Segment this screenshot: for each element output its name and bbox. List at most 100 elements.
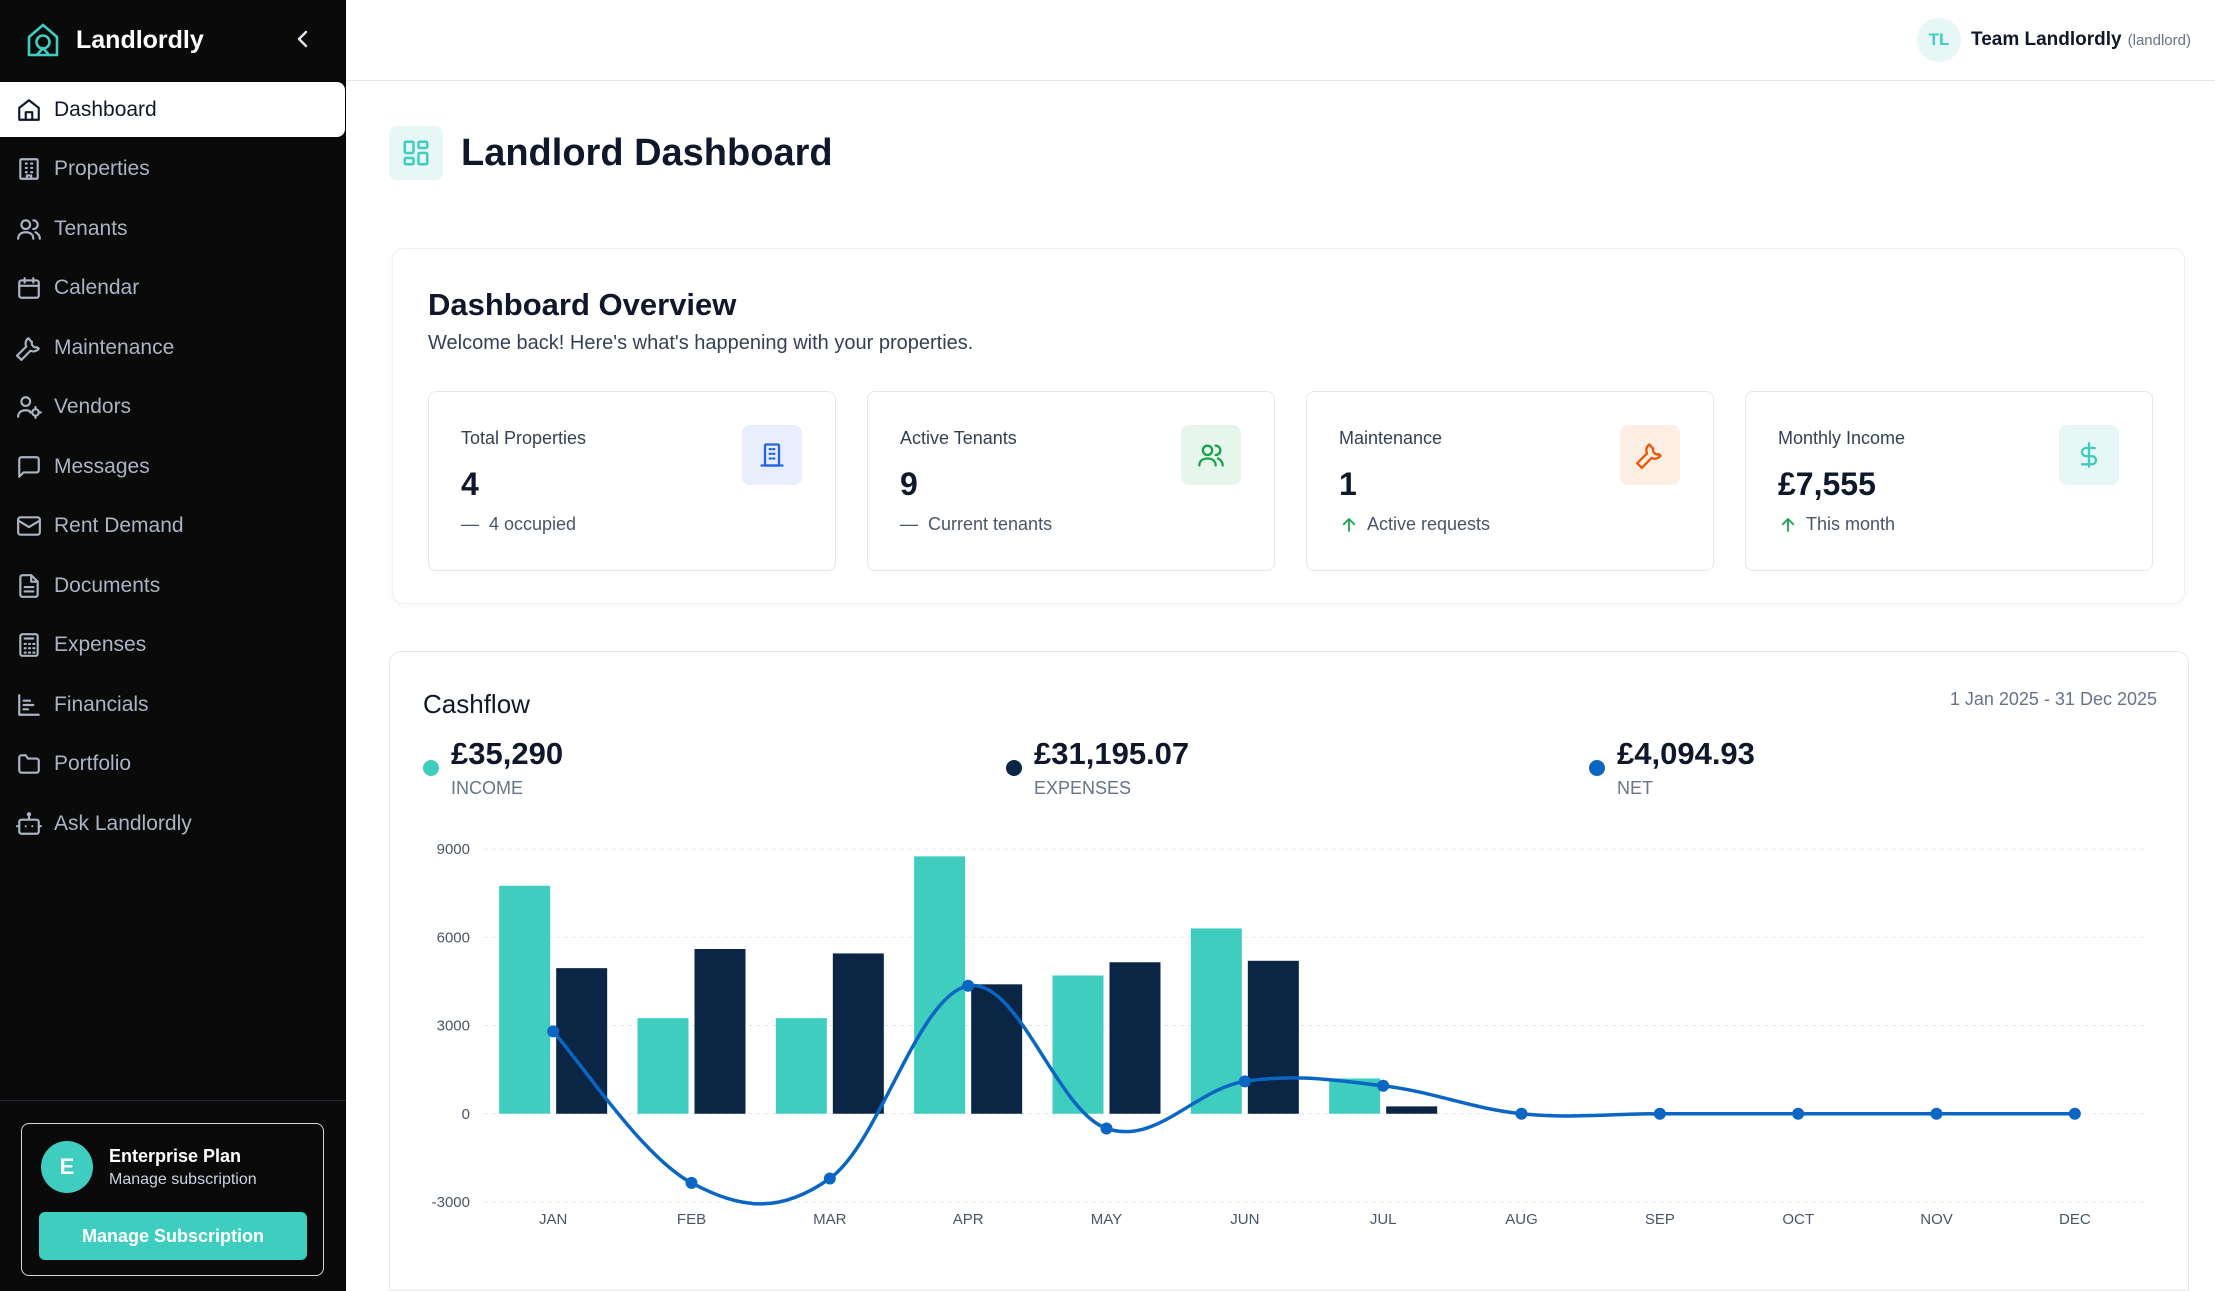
brand[interactable]: Landlordly xyxy=(26,20,204,60)
sidebar-item-tenants[interactable]: Tenants xyxy=(0,201,346,256)
sidebar-item-rent-demand[interactable]: Rent Demand xyxy=(0,499,346,554)
users-icon xyxy=(17,218,41,240)
stat-label: Active Tenants xyxy=(900,428,1017,448)
stat-card-maintenance[interactable]: Maintenance 1 Active requests xyxy=(1306,391,1714,571)
net-point xyxy=(1238,1075,1251,1088)
calculator-icon xyxy=(19,633,39,657)
legend-label: EXPENSES xyxy=(1034,778,1132,798)
building-icon xyxy=(742,425,802,485)
overview-subtitle: Welcome back! Here's what's happening wi… xyxy=(428,332,974,354)
minus-icon: — xyxy=(900,514,918,534)
sidebar-item-vendors[interactable]: Vendors xyxy=(0,380,346,435)
stat-note-text: 4 occupied xyxy=(489,514,577,534)
net-point xyxy=(1515,1107,1528,1120)
bar-expenses xyxy=(1247,960,1299,1114)
date-range[interactable]: 1 Jan 2025 - 31 Dec 2025 xyxy=(1949,689,2157,709)
stat-value: 4 xyxy=(461,466,479,502)
user-cog-icon xyxy=(17,396,42,419)
sidebar-item-label: Portfolio xyxy=(54,752,132,775)
arrow-up-icon xyxy=(1342,517,1356,532)
sidebar-item-financials[interactable]: Financials xyxy=(0,677,346,732)
bar-income xyxy=(499,885,551,1114)
minus-icon: — xyxy=(461,514,479,534)
x-tick-label: DEC xyxy=(2059,1211,2091,1228)
bot-icon xyxy=(16,811,42,835)
users-icon xyxy=(1181,425,1241,485)
stat-label: Monthly Income xyxy=(1778,428,1906,448)
bar-expenses xyxy=(971,984,1023,1114)
sidebar-item-label: Properties xyxy=(54,157,150,180)
page-heading: Landlord Dashboard xyxy=(389,126,833,180)
y-tick-label: 6000 xyxy=(437,929,470,946)
manage-subscription-button[interactable]: Manage Subscription xyxy=(39,1212,307,1260)
overview-title: Dashboard Overview xyxy=(428,287,737,322)
sidebar: Landlordly Dashboard Properties Tenants … xyxy=(0,0,346,1291)
stat-card-total-properties[interactable]: Total Properties 4 — 4 occupied xyxy=(428,391,836,571)
calendar-icon xyxy=(18,277,40,299)
plan-avatar: E xyxy=(41,1141,93,1193)
sidebar-nav: Dashboard Properties Tenants Calendar Ma… xyxy=(0,82,346,856)
net-point xyxy=(547,1025,560,1038)
bar-income xyxy=(914,856,966,1114)
house-logo-icon xyxy=(27,23,59,57)
stat-note: — Current tenants xyxy=(900,514,1052,535)
sidebar-item-label: Calendar xyxy=(54,276,140,299)
sidebar-item-label: Documents xyxy=(54,573,161,597)
document-icon xyxy=(19,573,39,598)
sidebar-item-messages[interactable]: Messages xyxy=(0,439,346,494)
stat-card-active-tenants[interactable]: Active Tenants 9 — Current tenants xyxy=(867,391,1275,571)
stat-note-text: Current tenants xyxy=(928,514,1053,534)
bar-expenses xyxy=(832,953,884,1114)
x-tick-label: JAN xyxy=(539,1211,567,1228)
net-point xyxy=(823,1172,836,1185)
sidebar-item-expenses[interactable]: Expenses xyxy=(0,618,346,673)
sidebar-item-maintenance[interactable]: Maintenance xyxy=(0,320,346,375)
dashboard-overview-card: Dashboard Overview Welcome back! Here's … xyxy=(392,248,2185,604)
sidebar-item-ask-landlordly[interactable]: Ask Landlordly xyxy=(0,796,346,851)
stat-card-monthly-income[interactable]: Monthly Income £7,555 This month xyxy=(1745,391,2153,571)
bar-income xyxy=(1052,975,1104,1114)
bar-income xyxy=(637,1018,689,1114)
sidebar-item-label: Vendors xyxy=(54,395,132,418)
dollar-icon xyxy=(2059,425,2119,485)
x-tick-label: FEB xyxy=(677,1211,706,1228)
sidebar-divider xyxy=(0,1100,346,1101)
arrow-up-icon xyxy=(1781,517,1795,532)
collapse-sidebar-button[interactable] xyxy=(292,26,314,52)
legend-value: £35,290 xyxy=(451,736,564,771)
stat-value: £7,555 xyxy=(1778,466,1876,502)
x-tick-label: OCT xyxy=(1782,1211,1814,1228)
bar-income xyxy=(775,1018,827,1114)
cashflow-chart: 9000 6000 3000 0 -3000 JAN FEB MAR APR MAY JUN JUL A… xyxy=(432,841,2144,1228)
stat-label: Total Properties xyxy=(461,428,587,448)
sidebar-item-portfolio[interactable]: Portfolio xyxy=(0,737,346,792)
sidebar-item-label: Ask Landlordly xyxy=(54,811,192,835)
sidebar-item-dashboard[interactable]: Dashboard xyxy=(0,82,345,137)
legend-dot xyxy=(1589,760,1605,776)
topbar: TL Team Landlordly (landlord) xyxy=(346,0,2215,81)
x-tick-label: APR xyxy=(953,1211,984,1228)
bar-chart-icon xyxy=(18,693,40,716)
sidebar-item-label: Financials xyxy=(54,692,149,716)
message-icon xyxy=(18,455,40,478)
x-tick-label: JUL xyxy=(1370,1211,1397,1228)
legend-value: £4,094.93 xyxy=(1617,736,1755,771)
user-menu[interactable]: TL Team Landlordly (landlord) xyxy=(1917,18,2191,62)
bar-expenses xyxy=(1386,1106,1438,1114)
x-tick-label: SEP xyxy=(1645,1211,1675,1228)
net-point xyxy=(1792,1107,1805,1120)
stat-note: — 4 occupied xyxy=(461,514,576,535)
mail-icon xyxy=(17,516,41,536)
cashflow-title: Cashflow xyxy=(423,689,530,719)
sidebar-item-properties[interactable]: Properties xyxy=(0,142,346,197)
chevron-left-icon xyxy=(297,30,308,48)
sidebar-item-calendar[interactable]: Calendar xyxy=(0,261,346,316)
bar-expenses xyxy=(694,949,746,1114)
x-tick-label: AUG xyxy=(1505,1211,1538,1228)
plan-title: Enterprise Plan xyxy=(109,1146,242,1166)
legend-dot xyxy=(1006,760,1022,776)
sidebar-item-documents[interactable]: Documents xyxy=(0,558,346,613)
sidebar-item-label: Dashboard xyxy=(54,97,157,121)
sidebar-item-label: Messages xyxy=(54,454,150,478)
